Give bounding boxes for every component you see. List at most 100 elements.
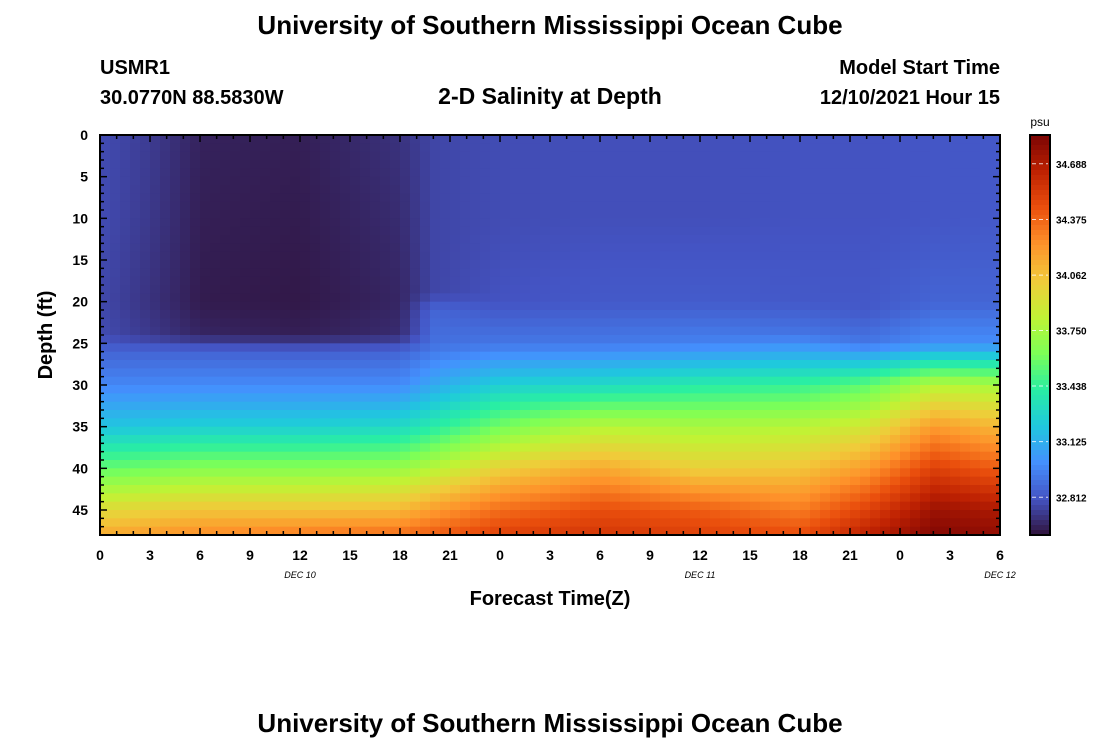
heatmap-cell xyxy=(140,351,151,361)
heatmap-cell xyxy=(630,360,641,369)
heatmap-cell xyxy=(430,401,441,411)
heatmap-cell xyxy=(780,310,791,319)
heatmap-cell xyxy=(600,268,611,278)
heatmap-cell xyxy=(110,210,121,219)
heatmap-cell xyxy=(840,360,851,369)
heatmap-cell xyxy=(550,318,561,328)
heatmap-cell xyxy=(380,460,391,469)
heatmap-cell xyxy=(710,368,721,378)
heatmap-cell xyxy=(590,410,601,419)
heatmap-cell xyxy=(380,301,391,311)
heatmap-cell xyxy=(900,493,911,503)
heatmap-cell xyxy=(130,385,141,394)
heatmap-cell xyxy=(700,526,711,536)
heatmap-cell xyxy=(160,360,171,369)
heatmap-cell xyxy=(520,243,531,253)
heatmap-cell xyxy=(480,360,491,369)
heatmap-cell xyxy=(540,210,551,219)
heatmap-cell xyxy=(360,201,371,211)
heatmap-cell xyxy=(230,468,241,478)
heatmap-cell xyxy=(230,485,241,494)
heatmap-cell xyxy=(830,518,841,528)
heatmap-cell xyxy=(320,201,331,211)
heatmap-cell xyxy=(380,426,391,436)
heatmap-cell xyxy=(860,235,871,244)
heatmap-cell xyxy=(820,385,831,394)
heatmap-cell xyxy=(620,201,631,211)
heatmap-cell xyxy=(640,493,651,503)
heatmap-cell xyxy=(800,518,811,528)
heatmap-cell xyxy=(450,251,461,261)
heatmap-cell xyxy=(460,493,471,503)
heatmap-cell xyxy=(820,343,831,353)
heatmap-cell xyxy=(470,135,481,144)
heatmap-cell xyxy=(520,310,531,319)
heatmap-cell xyxy=(900,368,911,378)
heatmap-cell xyxy=(810,318,821,328)
heatmap-cell xyxy=(830,151,841,161)
heatmap-cell xyxy=(430,418,441,428)
heatmap-cell xyxy=(550,510,561,519)
heatmap-cell xyxy=(540,351,551,361)
heatmap-cell xyxy=(890,201,901,211)
heatmap-cell xyxy=(140,218,151,228)
heatmap-cell xyxy=(760,518,771,528)
heatmap-cell xyxy=(430,226,441,236)
heatmap-cell xyxy=(280,518,291,528)
colorbar-segment xyxy=(1030,290,1050,296)
heatmap-cell xyxy=(200,176,211,186)
heatmap-cell xyxy=(910,426,921,436)
heatmap-cell xyxy=(540,326,551,336)
heatmap-cell xyxy=(740,468,751,478)
heatmap-cell xyxy=(830,368,841,378)
heatmap-cell xyxy=(300,235,311,244)
heatmap-cell xyxy=(400,143,411,153)
heatmap-cell xyxy=(440,376,451,386)
heatmap-cell xyxy=(260,393,271,403)
heatmap-cell xyxy=(840,451,851,461)
heatmap-cell xyxy=(180,451,191,461)
heatmap-cell xyxy=(140,268,151,278)
heatmap-cell xyxy=(410,510,421,519)
heatmap-cell xyxy=(560,343,571,353)
heatmap-cell xyxy=(200,235,211,244)
heatmap-cell xyxy=(830,226,841,236)
heatmap-cell xyxy=(250,460,261,469)
heatmap-cell xyxy=(940,168,951,178)
heatmap-cell xyxy=(700,135,711,144)
heatmap-cell xyxy=(710,468,721,478)
heatmap-cell xyxy=(840,193,851,203)
heatmap-cell xyxy=(190,401,201,411)
heatmap-cell xyxy=(620,426,631,436)
heatmap-cell xyxy=(520,518,531,528)
heatmap-cell xyxy=(600,226,611,236)
x-tick-label: 15 xyxy=(742,547,758,563)
heatmap-cell xyxy=(650,251,661,261)
heatmap-cell xyxy=(530,251,541,261)
heatmap-cell xyxy=(910,485,921,494)
heatmap-cell xyxy=(210,426,221,436)
heatmap-cell xyxy=(550,393,561,403)
heatmap-cell xyxy=(210,451,221,461)
heatmap-cell xyxy=(740,385,751,394)
heatmap-cell xyxy=(550,526,561,536)
heatmap-cell xyxy=(770,318,781,328)
heatmap-cell xyxy=(980,468,991,478)
heatmap-cell xyxy=(910,293,921,303)
heatmap-cell xyxy=(610,451,621,461)
heatmap-cell xyxy=(320,260,331,269)
heatmap-cell xyxy=(880,285,891,294)
heatmap-cell xyxy=(880,468,891,478)
heatmap-cell xyxy=(220,493,231,503)
heatmap-cell xyxy=(200,185,211,194)
heatmap-cell xyxy=(200,451,211,461)
heatmap-cell xyxy=(460,393,471,403)
heatmap-cell xyxy=(500,435,511,444)
heatmap-cell xyxy=(910,526,921,536)
heatmap-cell xyxy=(610,210,621,219)
heatmap-cell xyxy=(750,451,761,461)
heatmap-cell xyxy=(400,351,411,361)
heatmap-cell xyxy=(340,226,351,236)
heatmap-cell xyxy=(410,226,421,236)
heatmap-cell xyxy=(290,185,301,194)
